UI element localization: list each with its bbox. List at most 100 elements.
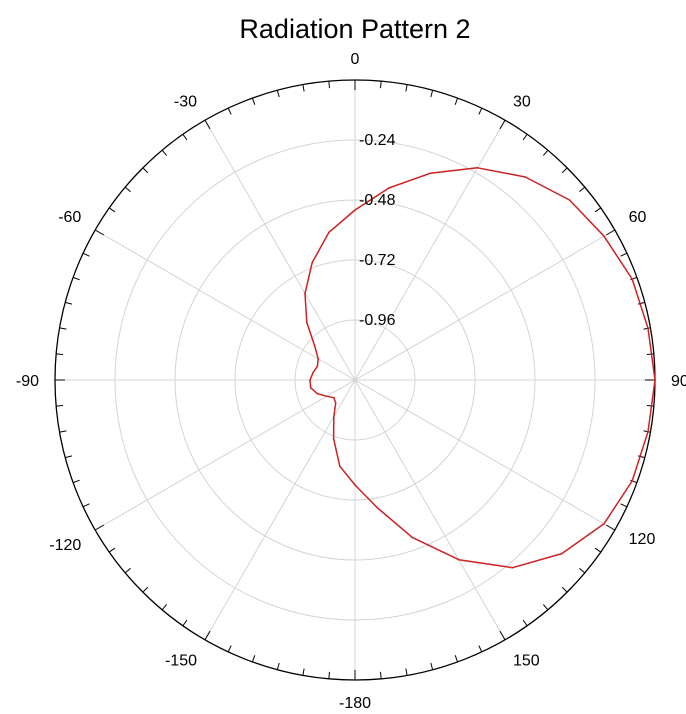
angle-tick [142, 586, 149, 593]
radial-label: -0.72 [359, 252, 396, 269]
angle-tick [561, 167, 568, 174]
data-point [316, 392, 319, 395]
angle-tick [302, 668, 305, 676]
angle-tick [251, 97, 256, 105]
data-point [328, 231, 330, 234]
angle-tick [142, 167, 149, 174]
data-point [305, 321, 308, 324]
angle-tick [478, 107, 483, 115]
angle-tick [522, 133, 528, 141]
angle-tick [59, 430, 67, 433]
data-point [316, 365, 319, 368]
angle-tick [454, 97, 459, 105]
angle-tick [605, 524, 616, 531]
data-point [561, 552, 563, 555]
angle-label: -180 [339, 695, 371, 712]
angle-tick [499, 630, 506, 641]
angle-tick [630, 276, 638, 281]
data-point [631, 278, 634, 280]
angle-tick [542, 604, 549, 611]
data-point [312, 371, 314, 374]
radial-label: -0.24 [359, 132, 396, 149]
series-layer [304, 167, 656, 569]
angle-tick [82, 252, 90, 257]
data-point [568, 199, 571, 201]
radial-label: -0.96 [359, 312, 396, 329]
angle-tick [478, 645, 483, 653]
angle-tick [276, 662, 280, 670]
angle-tick [630, 479, 638, 484]
data-point [332, 437, 335, 440]
angle-tick [620, 503, 628, 508]
label-layer: 0 30 60 90 120 150 -180 -150 -120 -90 -60 -30 -0.24 -… [16, 51, 686, 712]
data-point [429, 172, 432, 175]
data-point [354, 209, 356, 211]
angle-tick [251, 655, 256, 663]
data-point [332, 416, 335, 418]
angle-tick [605, 229, 616, 236]
chart-title: Radiation Pattern 2 [239, 14, 470, 44]
data-point [339, 465, 341, 467]
angle-tick [328, 671, 330, 679]
data-point [326, 395, 328, 398]
data-point [309, 379, 311, 381]
angle-tick [594, 547, 602, 553]
data-point [411, 536, 414, 539]
angle-tick [637, 301, 645, 305]
angle-label: 150 [513, 653, 540, 670]
data-point [603, 235, 605, 238]
angle-tick [499, 119, 506, 130]
angle-tick [124, 567, 131, 574]
grid-spoke-330 [204, 119, 356, 381]
data-point [354, 484, 356, 486]
angle-label: -30 [174, 93, 197, 110]
angle-tick [182, 619, 188, 627]
angle-tick [646, 353, 654, 355]
angle-tick [430, 662, 434, 670]
series-line-0 [304, 167, 656, 569]
angle-label: 0 [351, 51, 360, 68]
grid-spoke-60 [354, 229, 616, 381]
angle-tick [276, 90, 280, 98]
angle-tick [643, 430, 651, 433]
data-point [334, 402, 337, 404]
angle-tick [65, 455, 73, 459]
angle-tick [542, 149, 549, 156]
polar-grid [55, 80, 655, 680]
grid-spoke-300 [94, 229, 356, 381]
angle-label: 90 [671, 373, 686, 390]
angle-tick [227, 107, 232, 115]
angle-tick [59, 327, 67, 330]
angle-tick [380, 81, 382, 89]
grid-spoke-240 [94, 379, 356, 531]
angle-label: 60 [629, 209, 647, 226]
angle-label: -120 [49, 537, 81, 554]
angle-tick [643, 327, 651, 330]
angle-tick [94, 524, 105, 531]
data-point [524, 176, 527, 178]
data-point [654, 379, 656, 381]
angle-tick [161, 149, 168, 156]
angle-tick [65, 301, 73, 305]
angle-tick [108, 547, 116, 553]
data-point [647, 430, 649, 433]
angle-tick [405, 84, 408, 92]
data-point [457, 558, 460, 561]
angle-tick [430, 90, 434, 98]
grid-spoke-150 [354, 379, 506, 641]
angle-label: -60 [58, 209, 81, 226]
angle-tick [302, 84, 305, 92]
data-point [333, 396, 335, 399]
angle-tick [161, 604, 168, 611]
angle-tick [522, 619, 528, 627]
angle-tick [56, 405, 64, 407]
angle-tick [646, 405, 654, 407]
data-point [476, 167, 479, 169]
angle-tick [82, 503, 90, 508]
data-point [376, 507, 379, 509]
angle-tick [56, 353, 64, 355]
grid-spoke-210 [204, 379, 356, 641]
angle-tick [72, 276, 80, 281]
angle-tick [204, 119, 211, 130]
